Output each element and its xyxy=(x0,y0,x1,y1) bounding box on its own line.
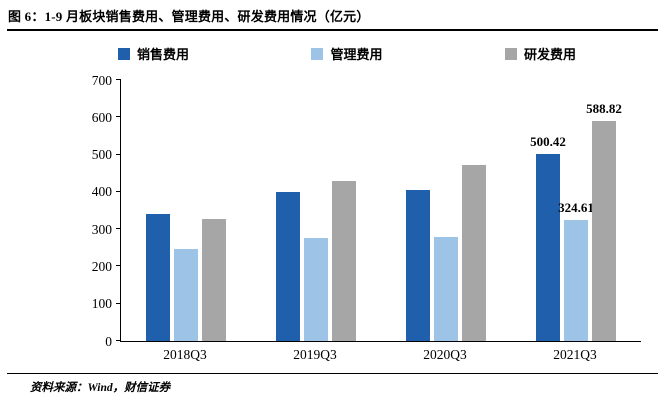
y-tick-mark xyxy=(116,190,121,192)
legend-swatch-icon xyxy=(311,47,324,60)
bar-2020Q3-series0 xyxy=(406,190,430,341)
legend-item-0: 销售费用 xyxy=(118,44,189,63)
x-tick-label: 2018Q3 xyxy=(163,347,207,362)
y-tick-label: 300 xyxy=(91,221,112,237)
source-note: 资料来源：Wind，财信证券 xyxy=(30,382,171,394)
legend-label: 销售费用 xyxy=(137,47,190,62)
legend: 销售费用 管理费用 研发费用 xyxy=(118,44,576,63)
plot-area: 500.42 324.61 588.82 0 100 200 300 400 500 600 700 xyxy=(92,73,641,347)
y-tick-mark xyxy=(116,340,121,341)
y-tick-mark xyxy=(116,302,121,304)
legend-swatch-icon xyxy=(118,47,130,60)
bar-group-2019Q3 xyxy=(251,80,381,341)
y-tick-label: 100 xyxy=(91,295,112,311)
y-tick-label: 700 xyxy=(91,72,112,88)
bar-2018Q3-series1 xyxy=(174,248,198,341)
y-tick-mark xyxy=(116,265,121,267)
legend-swatch-icon xyxy=(504,47,517,60)
bar-2020Q3-series2 xyxy=(462,165,486,341)
bar-2021Q3-series0: 500.42 xyxy=(530,134,566,341)
data-label: 500.42 xyxy=(530,134,566,150)
figure-title-text: 1-9 月板块销售费用、管理费用、研发费用情况（亿元） xyxy=(44,9,370,24)
x-tick-label: 2021Q3 xyxy=(553,347,597,362)
y-tick-label: 600 xyxy=(91,109,112,125)
y-tick-label: 400 xyxy=(91,184,112,200)
bar-2018Q3-series0 xyxy=(146,214,170,341)
data-label: 588.82 xyxy=(586,101,622,117)
bottom-rule xyxy=(7,373,658,374)
bar-group-2020Q3 xyxy=(381,80,511,341)
bar-2021Q3-series2: 588.82 xyxy=(586,101,622,341)
figure-number-label: 图 6： xyxy=(8,9,45,24)
y-tick-label: 500 xyxy=(91,146,112,162)
x-axis-labels: 2018Q3 2019Q3 2020Q3 2021Q3 xyxy=(120,347,640,363)
bar-2018Q3-series2 xyxy=(202,219,226,341)
figure-title: 图 6：1-9 月板块销售费用、管理费用、研发费用情况（亿元） xyxy=(8,6,657,25)
top-rule xyxy=(7,29,658,31)
bar-group-2021Q3: 500.42 324.61 588.82 xyxy=(511,80,641,341)
legend-item-2: 研发费用 xyxy=(504,44,576,63)
x-tick-label: 2020Q3 xyxy=(423,347,467,362)
y-tick-label: 0 xyxy=(105,333,112,349)
y-tick-label: 200 xyxy=(91,258,112,274)
bar-2019Q3-series0 xyxy=(276,191,300,341)
legend-label: 管理费用 xyxy=(330,47,383,62)
y-tick-mark xyxy=(116,228,121,230)
bar-2020Q3-series1 xyxy=(434,237,458,341)
y-tick-mark xyxy=(116,153,121,155)
bar-2019Q3-series2 xyxy=(332,181,356,341)
x-tick-label: 2019Q3 xyxy=(293,347,337,362)
legend-label: 研发费用 xyxy=(523,47,576,62)
y-tick-mark xyxy=(116,79,121,80)
legend-item-1: 管理费用 xyxy=(311,44,383,63)
bar-2021Q3-series1: 324.61 xyxy=(558,200,594,341)
y-tick-mark xyxy=(116,116,121,118)
data-label: 324.61 xyxy=(558,199,594,215)
bar-group-2018Q3 xyxy=(121,80,251,341)
bar-2019Q3-series1 xyxy=(304,238,328,341)
